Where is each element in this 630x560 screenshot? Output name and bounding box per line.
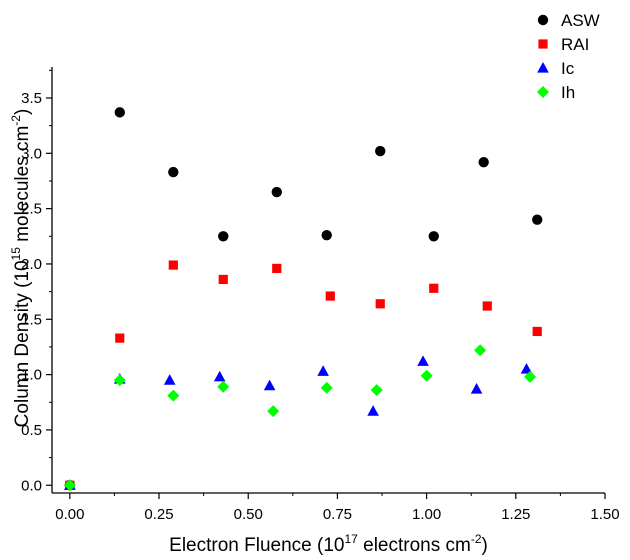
data-point-rai bbox=[482, 301, 492, 311]
data-point-ih bbox=[217, 380, 230, 393]
data-point-ih bbox=[267, 405, 280, 418]
x-tick-label: 1.50 bbox=[590, 506, 619, 523]
data-point-rai bbox=[325, 291, 335, 301]
series-asw bbox=[64, 107, 543, 491]
y-tick-label: 0.5 bbox=[21, 422, 42, 439]
legend-item-ih: Ih bbox=[537, 83, 575, 102]
data-point-ic bbox=[520, 363, 533, 374]
data-point-ih bbox=[320, 381, 333, 394]
y-tick-label: 3.5 bbox=[21, 90, 42, 107]
legend-label: RAI bbox=[561, 35, 589, 54]
legend-marker-ih bbox=[537, 86, 549, 98]
data-point-ic bbox=[470, 382, 483, 394]
data-point-ih bbox=[474, 344, 487, 357]
y-tick-label: 2.0 bbox=[21, 256, 42, 273]
data-point-ic bbox=[213, 370, 226, 382]
legend-label: Ih bbox=[561, 83, 575, 102]
y-tick-label: 2.5 bbox=[21, 201, 42, 218]
data-point-asw bbox=[375, 145, 386, 157]
y-tick-label: 1.5 bbox=[21, 311, 42, 328]
data-point-ih bbox=[63, 479, 76, 492]
legend-item-ic: Ic bbox=[537, 59, 575, 78]
data-point-ic bbox=[163, 374, 176, 385]
data-point-rai bbox=[272, 263, 282, 273]
x-tick-label: 0.75 bbox=[323, 506, 352, 523]
series-rai bbox=[65, 260, 542, 490]
x-tick-label: 1.25 bbox=[501, 506, 530, 523]
x-tick-label: 0.00 bbox=[55, 506, 84, 523]
data-point-ic bbox=[417, 355, 429, 366]
data-point-rai bbox=[532, 326, 542, 337]
data-point-ih bbox=[113, 374, 126, 387]
data-point-asw bbox=[271, 186, 282, 198]
data-point-rai bbox=[115, 333, 125, 343]
legend-item-rai: RAI bbox=[538, 35, 589, 54]
legend-label: Ic bbox=[561, 59, 575, 78]
data-point-asw bbox=[321, 229, 332, 241]
legend-label: ASW bbox=[561, 11, 600, 30]
legend-marker-ic bbox=[537, 62, 549, 73]
x-axis-title: Electron Fluence (1017 electrons cm-2) bbox=[169, 532, 488, 556]
y-tick-label: 0.0 bbox=[21, 477, 42, 494]
axes: 0.00 0.25 0.50 0.75 1.00 1.25 1.50 0.0 0.5 1.0 1.5… bbox=[9, 67, 620, 556]
data-point-ic bbox=[367, 405, 379, 416]
data-point-ic bbox=[317, 365, 329, 376]
series-ih bbox=[63, 344, 537, 492]
data-point-rai bbox=[375, 299, 385, 309]
data-point-asw bbox=[218, 231, 229, 242]
data-point-asw bbox=[532, 214, 543, 225]
legend-marker-rai bbox=[538, 39, 548, 49]
data-point-ih bbox=[167, 389, 180, 402]
data-points bbox=[63, 107, 543, 492]
legend-marker-asw bbox=[537, 14, 549, 26]
y-tick-label: 1.0 bbox=[21, 367, 42, 384]
data-point-rai bbox=[168, 260, 178, 270]
data-point-asw bbox=[428, 231, 439, 242]
legend-item-asw: ASW bbox=[537, 11, 600, 30]
data-point-ih bbox=[370, 384, 383, 397]
y-axis-title: Column Density (1015 molecules cm-2) bbox=[9, 109, 33, 428]
data-point-asw bbox=[478, 156, 489, 168]
x-tick-label: 1.00 bbox=[412, 506, 441, 523]
series-ic bbox=[64, 355, 533, 490]
legend: ASW RAI Ic Ih bbox=[537, 11, 600, 102]
data-point-ih bbox=[420, 369, 433, 382]
y-tick-label: 3.0 bbox=[21, 145, 42, 162]
data-point-asw bbox=[168, 166, 179, 178]
data-point-ic bbox=[263, 379, 276, 391]
x-tick-label: 0.50 bbox=[234, 506, 263, 523]
data-point-rai bbox=[429, 283, 439, 293]
data-point-rai bbox=[218, 274, 228, 285]
data-point-asw bbox=[114, 107, 125, 118]
x-tick-label: 0.25 bbox=[144, 506, 173, 523]
data-point-ih bbox=[524, 370, 537, 383]
